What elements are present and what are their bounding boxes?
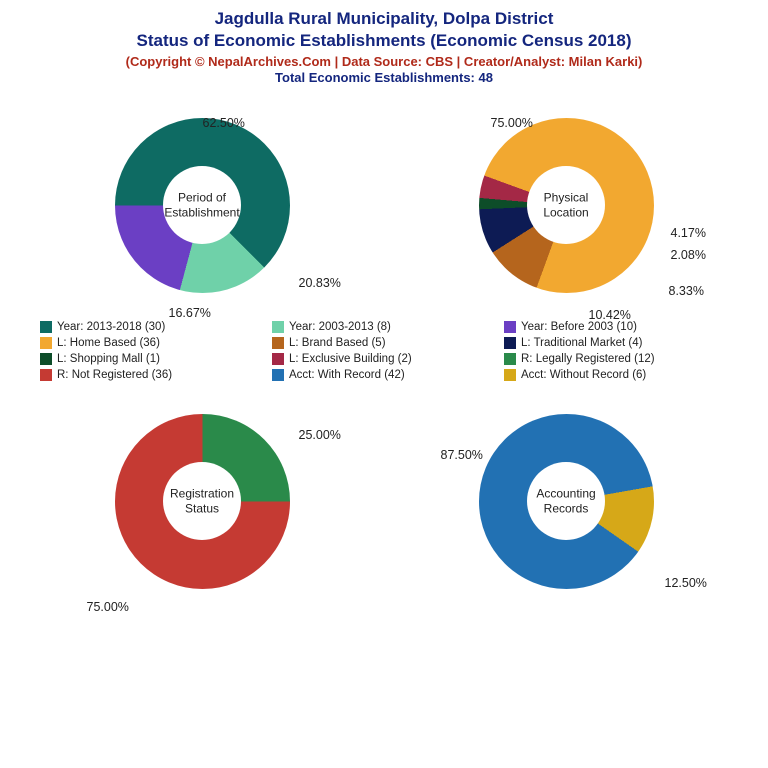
chart-period: Period of Establishment 62.50%16.67%20.8… [27,95,377,315]
legend-text: L: Shopping Mall (1) [57,353,160,365]
chart-accounting: Accounting Records 87.50% 12.50% [391,391,741,611]
legend-item: L: Home Based (36) [40,337,264,349]
legend-swatch [272,321,284,333]
legend-text: L: Traditional Market (4) [521,337,642,349]
legend-swatch [40,337,52,349]
legend-item: L: Shopping Mall (1) [40,353,264,365]
donut-location-wrap: Physical Location 75.00%10.42%8.33%2.08%… [479,118,654,293]
legend-text: Year: Before 2003 (10) [521,321,637,333]
legend-text: Year: 2013-2018 (30) [57,321,165,333]
pct-label: 25.00% [299,428,341,442]
legend-swatch [504,337,516,349]
legend-text: R: Legally Registered (12) [521,353,655,365]
pct-label: 20.83% [299,276,341,290]
legend-item: L: Brand Based (5) [272,337,496,349]
legend-swatch [40,321,52,333]
legend-item: Year: Before 2003 (10) [504,321,728,333]
legend-swatch [40,369,52,381]
legend-text: Year: 2003-2013 (8) [289,321,391,333]
pct-label: 16.67% [169,306,211,320]
pct-label: 75.00% [87,600,129,614]
legend-swatch [272,369,284,381]
legend-item: Acct: Without Record (6) [504,369,728,381]
charts-row-top: Period of Establishment 62.50%16.67%20.8… [0,89,768,315]
chart-location: Physical Location 75.00%10.42%8.33%2.08%… [391,95,741,315]
legend-item: L: Exclusive Building (2) [272,353,496,365]
pct-label: 75.00% [491,116,533,130]
legend-item: R: Not Registered (36) [40,369,264,381]
legend-item: L: Traditional Market (4) [504,337,728,349]
pct-label: 2.08% [671,248,706,262]
legend-swatch [40,353,52,365]
pct-label: 62.50% [203,116,245,130]
chart-registration: Registration Status 25.00% 75.00% [27,391,377,611]
legend-text: Acct: Without Record (6) [521,369,646,381]
pct-label: 87.50% [441,448,483,462]
legend-swatch [272,353,284,365]
donut-accounting-wrap: Accounting Records 87.50%12.50% [479,414,654,589]
legend-text: L: Exclusive Building (2) [289,353,412,365]
legend-text: L: Home Based (36) [57,337,160,349]
legend: Year: 2013-2018 (30) Year: 2003-2013 (8) Y… [0,315,768,385]
title-line2: Status of Economic Establishments (Econo… [10,30,758,52]
legend-item: Acct: With Record (42) [272,369,496,381]
legend-swatch [272,337,284,349]
donut-location-label: Physical Location [526,191,606,220]
legend-item: Year: 2003-2013 (8) [272,321,496,333]
legend-item: R: Legally Registered (12) [504,353,728,365]
donut-period-label: Period of Establishment [162,191,242,220]
legend-item: Year: 2013-2018 (30) [40,321,264,333]
legend-swatch [504,353,516,365]
legend-swatch [504,369,516,381]
legend-swatch [504,321,516,333]
pct-label: 10.42% [589,308,631,322]
legend-text: R: Not Registered (36) [57,369,172,381]
donut-registration-wrap: Registration Status 25.00%75.00% [115,414,290,589]
title-line1: Jagdulla Rural Municipality, Dolpa Distr… [10,8,758,30]
total-establishments: Total Economic Establishments: 48 [10,70,758,85]
pct-label: 8.33% [669,284,704,298]
pct-label: 12.50% [665,576,707,590]
pct-label: 4.17% [671,226,706,240]
header: Jagdulla Rural Municipality, Dolpa Distr… [0,0,768,89]
donut-accounting-label: Accounting Records [526,487,606,516]
donut-registration-label: Registration Status [162,487,242,516]
subtitle: (Copyright © NepalArchives.Com | Data So… [10,54,758,69]
charts-row-bottom: Registration Status 25.00% 75.00% Account… [0,385,768,621]
donut-period-wrap: Period of Establishment 62.50%16.67%20.8… [115,118,290,293]
legend-text: Acct: With Record (42) [289,369,405,381]
legend-text: L: Brand Based (5) [289,337,386,349]
